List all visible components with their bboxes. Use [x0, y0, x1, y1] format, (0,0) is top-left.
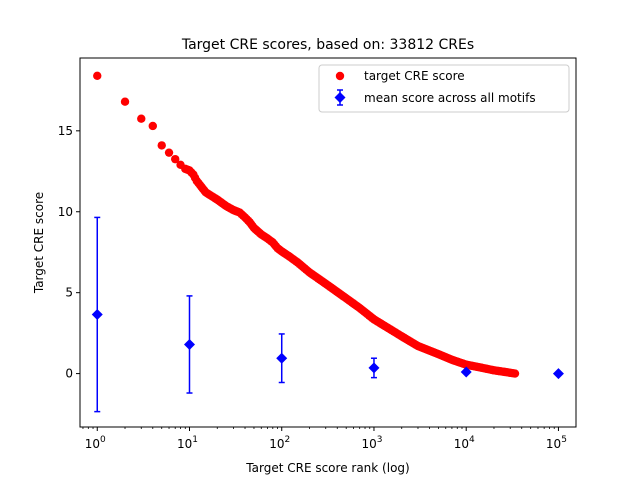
y-axis-label: Target CRE score [32, 192, 46, 294]
legend-label-target-score: target CRE score [364, 69, 465, 83]
data-point-mean-score [91, 309, 103, 321]
data-point-target-score [171, 154, 180, 164]
x-tick-label: 105 [546, 435, 567, 451]
plot-marks [91, 71, 564, 413]
data-point-target-score [148, 121, 157, 131]
y-tick-label: 10 [58, 205, 73, 219]
y-tick-label: 0 [65, 367, 73, 381]
data-point-target-score [157, 141, 166, 150]
legend-box [318, 64, 570, 113]
x-axis-label: Target CRE score rank (log) [245, 461, 409, 475]
data-point-mean-score [183, 338, 195, 350]
plot-frame [79, 57, 577, 428]
y-tick-label: 15 [58, 124, 73, 138]
data-point-mean-score [460, 366, 472, 378]
legend-label-mean-score: mean score across all motifs [364, 91, 536, 105]
data-point-mean-score [276, 352, 288, 364]
data-point-mean-score [552, 368, 564, 380]
data-point-target-score [120, 97, 130, 106]
x-tick-label: 104 [454, 435, 475, 451]
data-point-target-score [93, 71, 102, 81]
axis-ticks: 100 101 102 103 104 105 0 5 10 15 [58, 124, 567, 451]
legend-marker-target-score [335, 71, 345, 81]
data-point-target-score [137, 114, 146, 123]
legend: target CRE score mean score across all m… [318, 64, 570, 113]
legend-marker-mean-score [334, 89, 346, 106]
x-tick-label: 103 [361, 435, 382, 451]
chart-title: Target CRE scores, based on: 33812 CREs [181, 37, 474, 53]
data-point-target-score [164, 148, 174, 157]
x-tick-label: 102 [269, 435, 290, 451]
data-point-target-score [509, 369, 518, 378]
legend-circle-marker [335, 71, 345, 81]
x-tick-label: 100 [85, 435, 106, 451]
y-tick-label: 5 [65, 286, 73, 300]
data-point-mean-score [368, 362, 380, 374]
x-tick-label: 101 [177, 435, 198, 451]
legend-diamond-marker [334, 92, 346, 103]
